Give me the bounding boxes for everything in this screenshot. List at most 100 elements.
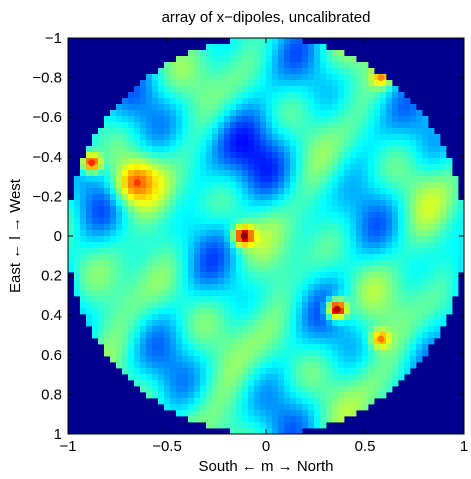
sky-cell — [218, 368, 225, 375]
sky-cell — [254, 68, 261, 75]
sky-cell — [386, 86, 393, 93]
sky-cell — [302, 416, 309, 423]
sky-cell — [284, 62, 291, 69]
sky-cell — [104, 344, 111, 351]
sky-cell — [362, 242, 369, 249]
sky-cell — [398, 182, 405, 189]
sky-cell — [80, 248, 87, 255]
sky-cell — [314, 92, 321, 99]
sky-cell — [92, 302, 99, 309]
sky-cell — [74, 278, 81, 285]
sky-cell — [290, 68, 297, 75]
sky-cell — [440, 242, 447, 249]
sky-cell — [320, 194, 327, 201]
sky-cell — [338, 182, 345, 189]
sky-cell — [230, 116, 237, 123]
sky-cell — [356, 158, 363, 165]
sky-cell — [242, 368, 249, 375]
sky-cell — [416, 158, 423, 165]
sky-cell — [338, 308, 345, 315]
sky-cell — [272, 218, 279, 225]
sky-cell — [308, 128, 315, 135]
sky-cell — [404, 296, 411, 303]
sky-cell — [374, 116, 381, 123]
sky-cell — [416, 188, 423, 195]
sky-cell — [452, 218, 459, 225]
sky-cell — [392, 164, 399, 171]
sky-cell — [368, 380, 375, 387]
sky-cell — [320, 74, 327, 81]
sky-cell — [242, 50, 249, 57]
sky-cell — [176, 62, 183, 69]
sky-cell — [158, 80, 165, 87]
sky-cell — [188, 140, 195, 147]
sky-cell — [80, 230, 87, 237]
sky-cell — [152, 86, 159, 93]
sky-cell — [116, 224, 123, 231]
sky-cell — [350, 362, 357, 369]
sky-cell — [194, 272, 201, 279]
sky-cell — [302, 350, 309, 357]
sky-cell — [350, 296, 357, 303]
sky-cell — [410, 314, 417, 321]
sky-cell — [194, 236, 201, 243]
sky-cell — [266, 278, 273, 285]
sky-cell — [380, 278, 387, 285]
sky-cell — [260, 302, 267, 309]
sky-cell — [332, 98, 339, 105]
sky-cell — [410, 242, 417, 249]
sky-cell — [134, 212, 141, 219]
sky-cell — [158, 122, 165, 129]
sky-cell — [176, 140, 183, 147]
sky-cell — [368, 110, 375, 117]
sky-cell — [278, 290, 285, 297]
sky-cell — [338, 338, 345, 345]
sky-cell — [296, 146, 303, 153]
sky-cell — [248, 290, 255, 297]
sky-cell — [218, 242, 225, 249]
sky-cell — [314, 110, 321, 117]
sky-cell — [230, 272, 237, 279]
sky-cell — [248, 62, 255, 69]
sky-cell — [332, 260, 339, 267]
sky-cell — [338, 266, 345, 273]
sky-cell — [248, 350, 255, 357]
sky-cell — [248, 122, 255, 129]
sky-cell — [164, 140, 171, 147]
sky-cell — [230, 332, 237, 339]
sky-cell — [374, 98, 381, 105]
sky-cell — [428, 170, 435, 177]
sky-cell — [356, 212, 363, 219]
sky-cell — [320, 176, 327, 183]
sky-cell — [170, 278, 177, 285]
sky-cell — [404, 134, 411, 141]
sky-cell — [206, 242, 213, 249]
sky-cell — [242, 302, 249, 309]
sky-cell — [218, 176, 225, 183]
sky-cell — [104, 242, 111, 249]
sky-cell — [104, 230, 111, 237]
sky-cell — [356, 146, 363, 153]
sky-cell — [296, 74, 303, 81]
sky-cell — [164, 338, 171, 345]
sky-cell — [284, 422, 291, 429]
sky-cell — [332, 176, 339, 183]
sky-cell — [146, 242, 153, 249]
sky-cell — [434, 170, 441, 177]
sky-cell — [392, 332, 399, 339]
sky-cell — [392, 140, 399, 147]
sky-cell — [386, 260, 393, 267]
sky-cell — [74, 218, 81, 225]
sky-cell — [284, 248, 291, 255]
sky-cell — [296, 122, 303, 129]
sky-cell — [152, 290, 159, 297]
sky-cell — [326, 80, 333, 87]
sky-cell — [140, 302, 147, 309]
sky-cell — [194, 254, 201, 261]
sky-cell — [326, 86, 333, 93]
sky-cell — [302, 104, 309, 111]
sky-cell — [314, 86, 321, 93]
sky-cell — [332, 398, 339, 405]
sky-cell — [224, 314, 231, 321]
sky-cell — [188, 398, 195, 405]
